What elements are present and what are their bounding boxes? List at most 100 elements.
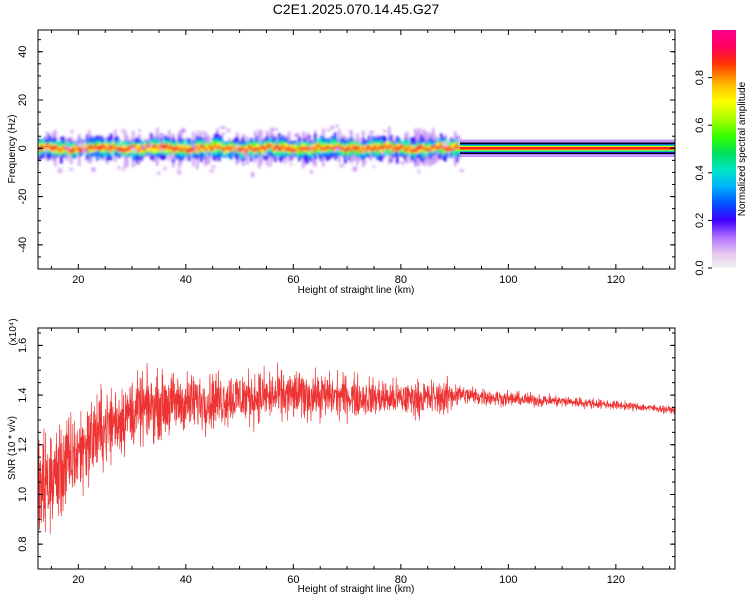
spectrogram-cell <box>278 146 281 152</box>
spectrogram-cell <box>372 146 375 152</box>
spectrogram-cell <box>436 142 439 150</box>
spectrogram-cell <box>366 145 369 151</box>
colorbar-tick-label: 0.6 <box>694 118 706 133</box>
spectrogram-blob-region <box>38 124 465 178</box>
spectrogram-cell <box>74 139 77 144</box>
spectrogram-cell <box>251 172 255 178</box>
spectrogram-cell <box>126 147 129 152</box>
snr-x-tick-label: 60 <box>287 574 299 586</box>
spectrogram-cell <box>398 146 401 151</box>
spectrogram-cell <box>181 128 186 133</box>
spectrogram-cell <box>260 145 263 149</box>
spectrogram-cell <box>206 148 209 151</box>
figure-title: C2E1.2025.070.14.45.G27 <box>273 1 440 17</box>
spectrogram-cell <box>294 144 297 153</box>
spectrogram-cell <box>446 147 449 152</box>
spectrogram-cell <box>352 144 355 150</box>
spectrogram-cell <box>222 147 225 153</box>
spectrogram-cell <box>401 163 405 166</box>
spectrogram-cell <box>112 144 115 149</box>
spectrogram-cell <box>410 149 413 154</box>
spectrogram-cell <box>258 147 261 153</box>
spectrogram-cell <box>216 146 219 149</box>
spectrogram-cell <box>338 144 341 148</box>
spectrogram-cell <box>140 145 143 150</box>
spectrogram-cell <box>256 147 259 151</box>
spectrogram-cell <box>335 147 340 151</box>
spectrogram-cell <box>417 169 421 174</box>
spectrogram-cell <box>64 146 67 151</box>
colorbar-ticks: 0.0 0.2 0.4 0.6 0.8 <box>694 70 712 276</box>
spectrogram-cell <box>456 143 459 149</box>
spectrogram-cell <box>428 149 431 152</box>
spectrogram-cell <box>162 166 167 171</box>
snr-x-tick-label: 40 <box>180 574 192 586</box>
spectrogram-cell <box>62 147 65 153</box>
spectrogram-cell <box>268 142 271 148</box>
colorbar-tick-label: 0.2 <box>694 213 706 228</box>
spectrogram-cell <box>459 169 465 172</box>
snr-frame <box>37 327 676 570</box>
spectrogram-cell <box>48 145 51 148</box>
spectrogram-cell <box>424 148 427 152</box>
spectrogram-cell <box>134 144 137 149</box>
spectrogram-cell <box>148 144 151 152</box>
spectrogram-cell <box>212 146 215 151</box>
spectrogram-cell <box>156 145 159 148</box>
spectrogram-cell <box>184 146 187 154</box>
spectrogram-cell <box>334 145 337 150</box>
spectrogram-cell <box>314 147 317 153</box>
spectrogram-cell <box>192 146 195 152</box>
spectrogram-cell <box>166 144 169 152</box>
spectrogram-cell <box>74 148 77 152</box>
spectrogram-cell <box>86 147 89 153</box>
spectrogram-cell <box>210 146 213 151</box>
spectrogram-cell <box>452 148 455 151</box>
spectrogram-cell <box>159 135 164 138</box>
spectrogram-steady-tone <box>459 139 675 157</box>
spectrogram-cell <box>72 147 75 153</box>
spectrogram-cell <box>324 146 327 150</box>
spectrogram-cell <box>450 142 453 150</box>
spectrogram-cell <box>96 146 99 149</box>
spectrogram-cell <box>280 146 283 152</box>
spectrogram-cell <box>190 147 193 152</box>
spectrogram-cell <box>134 150 138 153</box>
spectrogram-cell <box>260 148 263 152</box>
snr-y-tick-label: 0.8 <box>17 537 29 552</box>
spectrogram-cell <box>182 149 185 152</box>
spectrogram-cell <box>121 128 126 134</box>
spectrogram-cell <box>414 148 417 153</box>
colorbar: 0.0 0.2 0.4 0.6 0.8 Normalized spectral ampl… <box>694 30 748 276</box>
spectrogram-cell <box>272 143 275 149</box>
spectrogram-cell <box>180 146 183 152</box>
spectrogram-cell <box>193 146 197 150</box>
spectrogram-cell <box>264 153 268 156</box>
spectrogram-cell <box>144 146 147 152</box>
spectrogram-cell <box>196 145 199 149</box>
spectrogram-cell <box>136 144 139 151</box>
spectrogram-cell <box>122 167 125 172</box>
colorbar-gradient <box>712 30 736 268</box>
spectrogram-cell <box>330 147 333 150</box>
spectrogram-cell <box>356 145 359 150</box>
spectrogram-cell <box>122 145 125 152</box>
snr-background <box>38 328 675 569</box>
spectrogram-cell <box>38 147 41 152</box>
spectrogram-cell <box>354 146 357 152</box>
spectrogram-cell <box>70 130 74 133</box>
spectrogram-cell <box>344 148 347 153</box>
spectrogram-cell <box>392 147 395 152</box>
spectrogram-cell <box>443 141 448 147</box>
spectrogram-cell <box>448 145 451 151</box>
spectrogram-cell <box>268 163 272 167</box>
spectrogram-frame <box>37 29 676 270</box>
spectrogram-cell <box>372 164 376 168</box>
spectrogram-cell <box>128 146 131 151</box>
spectrogram-cell <box>270 133 275 137</box>
snr-series-line <box>38 362 675 534</box>
spectrogram-cell <box>454 142 457 149</box>
spectrogram-cell <box>152 144 155 149</box>
spectrogram-cell <box>452 143 455 150</box>
spectrogram-cell <box>432 145 435 152</box>
